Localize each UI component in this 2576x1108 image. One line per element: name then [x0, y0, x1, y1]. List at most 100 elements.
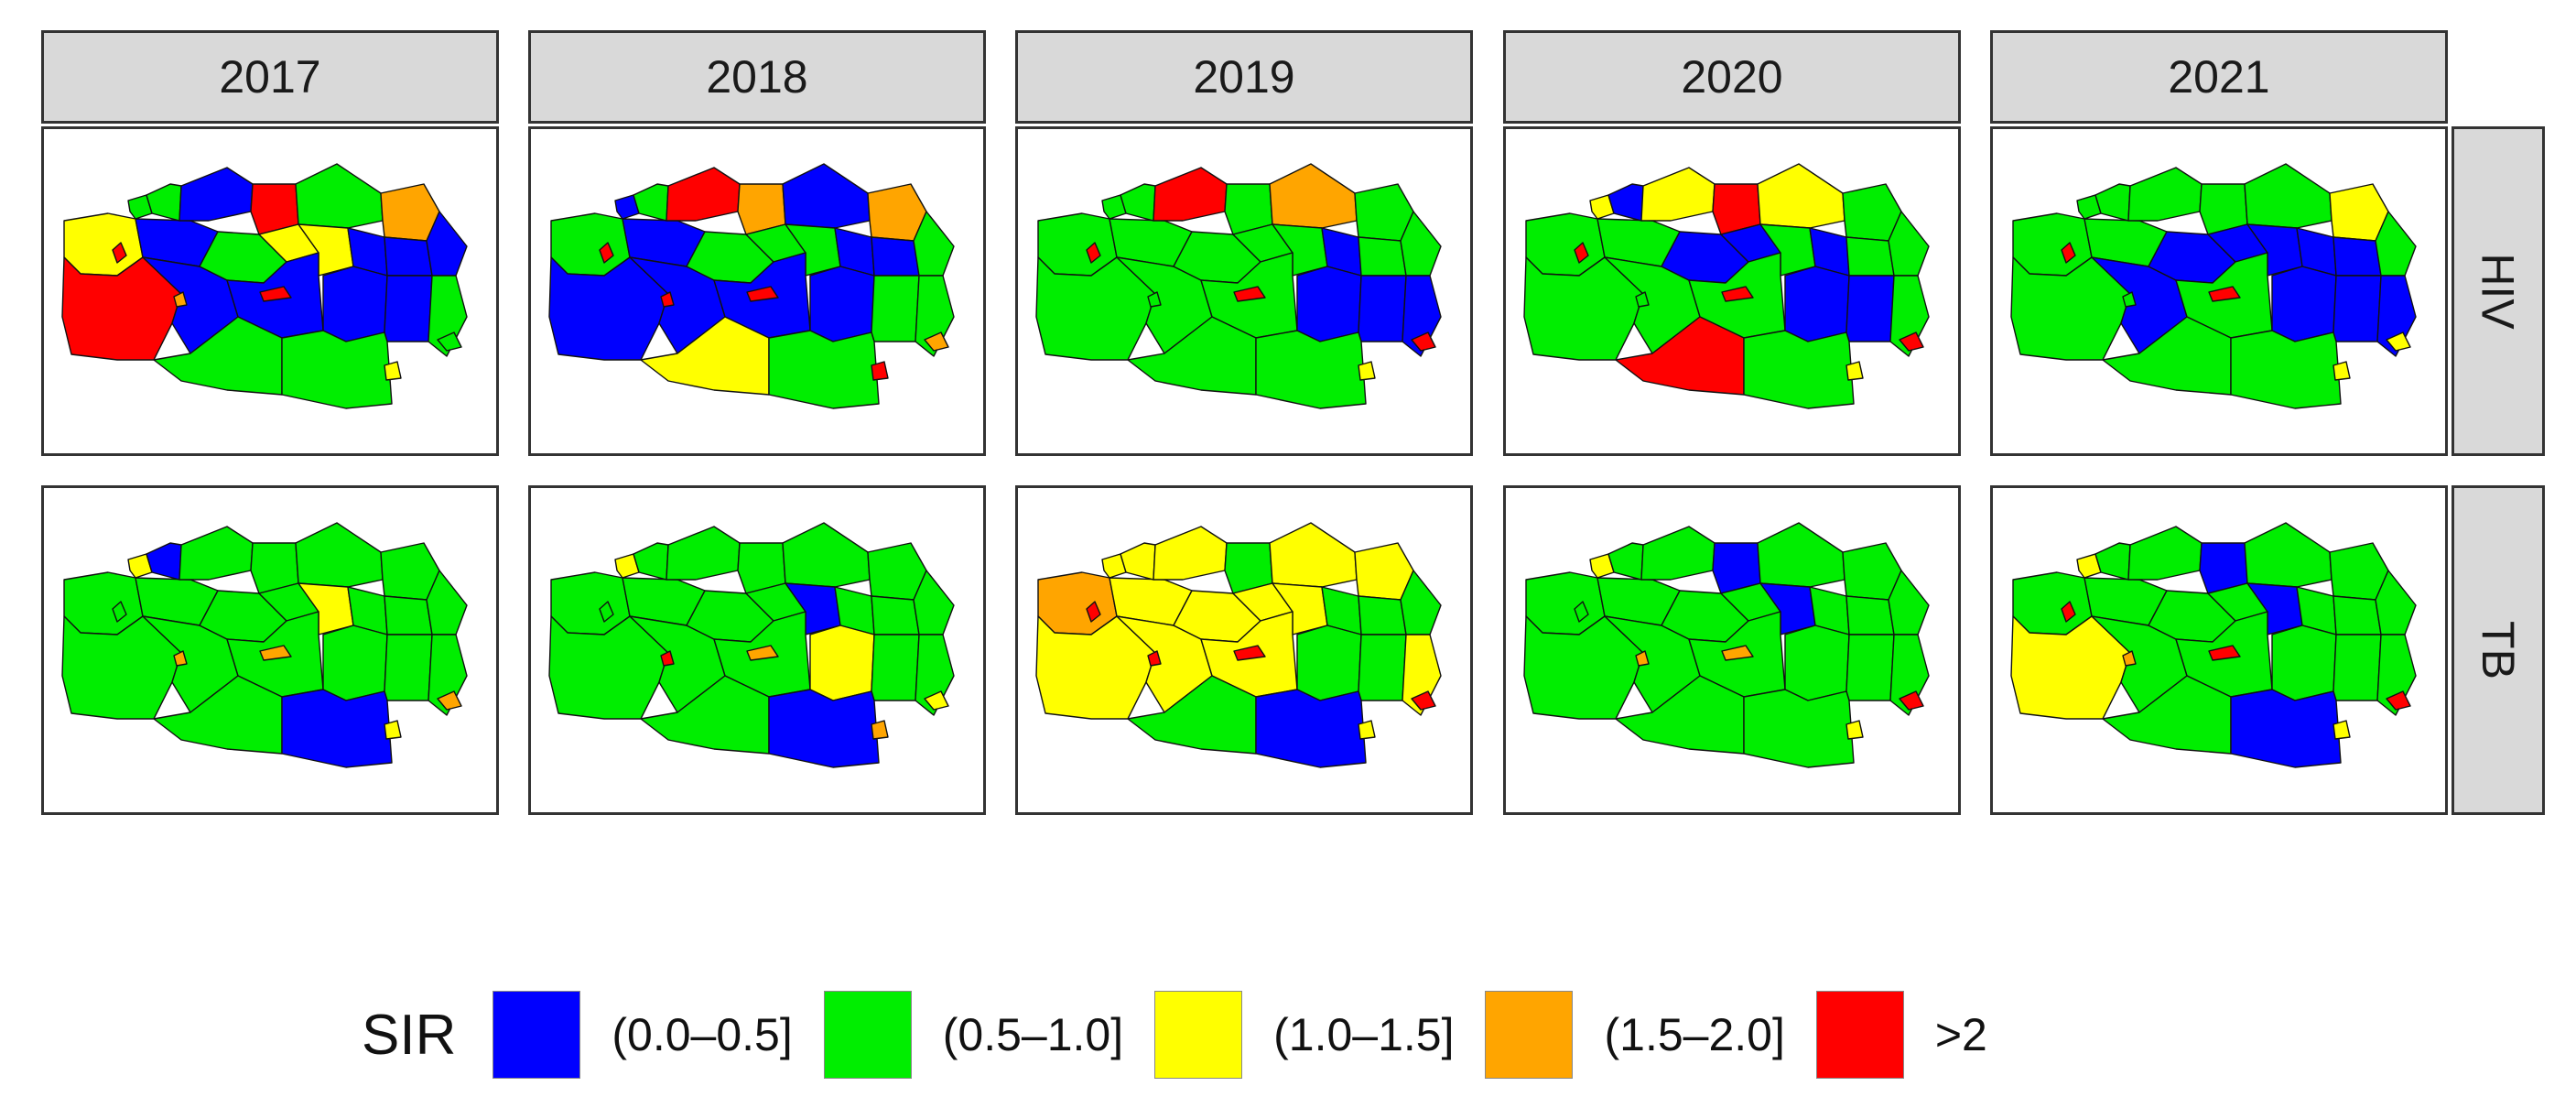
region-4: [633, 183, 669, 222]
region-4: [633, 542, 669, 581]
region-4: [2094, 183, 2131, 222]
region-25: [173, 291, 188, 308]
map-svg: [1523, 522, 1930, 768]
region-19: [1845, 634, 1895, 701]
facet-strip-2021: 2021: [1990, 30, 2448, 124]
region-24: [2208, 286, 2241, 302]
region-19: [2332, 275, 2382, 342]
region-24: [2208, 645, 2241, 661]
region-22: [281, 689, 393, 768]
region-26: [1358, 361, 1376, 381]
region-18: [809, 266, 875, 342]
region-19: [384, 275, 433, 342]
facet-strip-tb: TB: [2452, 485, 2545, 815]
region-25: [660, 650, 675, 667]
map-panel-tb-2020: [1503, 485, 1961, 815]
region-22: [1255, 330, 1367, 409]
map-panel-tb-2018: [528, 485, 986, 815]
region-24: [746, 286, 779, 302]
facet-strip-2019: 2019: [1015, 30, 1473, 124]
legend-item: >2: [1815, 991, 1987, 1079]
region-5: [1640, 167, 1716, 222]
map-panel-tb-2019: [1015, 485, 1473, 815]
region-18: [2271, 266, 2337, 342]
region-15: [2332, 595, 2382, 635]
region-15: [384, 595, 433, 635]
region-24: [1233, 645, 1266, 661]
region-23: [1574, 242, 1589, 264]
region-18: [322, 625, 388, 701]
region-27: [2386, 331, 2411, 352]
region-15: [384, 236, 433, 277]
legend-swatch: [823, 991, 912, 1079]
region-5: [179, 526, 254, 581]
region-18: [2271, 625, 2337, 701]
region-15: [2332, 236, 2382, 277]
map-svg: [548, 522, 955, 768]
region-27: [924, 331, 949, 352]
region-4: [1120, 183, 1156, 222]
region-23: [599, 242, 614, 264]
region-19: [871, 634, 920, 701]
region-7: [782, 522, 871, 588]
region-18: [1296, 625, 1362, 701]
region-19: [1358, 634, 1407, 701]
region-15: [1358, 236, 1407, 277]
region-4: [1120, 542, 1156, 581]
region-24: [1721, 286, 1754, 302]
legend: SIR (0.0–0.5] (0.5–1.0] (1.0–1.5] (1.5–2.0] >…: [362, 989, 2019, 1081]
region-26: [871, 720, 889, 740]
region-25: [660, 291, 675, 308]
region-16: [913, 211, 955, 277]
region-25: [2122, 650, 2137, 667]
region-13: [1272, 582, 1328, 635]
region-27: [2386, 690, 2411, 711]
map-svg: [2010, 522, 2417, 768]
region-25: [1147, 650, 1162, 667]
region-16: [1400, 211, 1442, 277]
region-5: [2127, 526, 2203, 581]
region-5: [666, 526, 741, 581]
region-13: [785, 223, 841, 277]
region-22: [2230, 689, 2342, 768]
region-27: [437, 331, 462, 352]
region-4: [146, 542, 182, 581]
region-2: [2076, 553, 2102, 579]
region-16: [426, 570, 468, 635]
legend-label: (1.0–1.5]: [1273, 1009, 1455, 1060]
region-25: [1147, 291, 1162, 308]
region-27: [1899, 690, 1924, 711]
region-24: [1721, 645, 1754, 661]
region-15: [1358, 595, 1407, 635]
region-23: [599, 601, 614, 623]
facet-strip-hiv: HIV: [2452, 126, 2545, 456]
legend-swatch: [492, 991, 581, 1079]
legend-item: (1.5–2.0]: [1485, 991, 1785, 1079]
region-5: [179, 167, 254, 222]
region-4: [1607, 542, 1644, 581]
map-svg: [61, 522, 468, 768]
region-25: [2122, 291, 2137, 308]
region-13: [785, 582, 841, 635]
region-23: [2061, 242, 2076, 264]
region-26: [1845, 361, 1864, 381]
legend-title: SIR: [362, 1003, 457, 1067]
map-svg: [1523, 163, 1930, 409]
region-2: [1589, 553, 1615, 579]
region-13: [2246, 223, 2303, 277]
region-25: [173, 650, 188, 667]
region-18: [1784, 266, 1850, 342]
facet-strip-2017: 2017: [41, 30, 499, 124]
map-panel-tb-2021: [1990, 485, 2448, 815]
map-panel-hiv-2021: [1990, 126, 2448, 456]
region-22: [1255, 689, 1367, 768]
region-16: [2375, 211, 2417, 277]
map-panel-tb-2017: [41, 485, 499, 815]
region-22: [1743, 330, 1855, 409]
region-7: [295, 522, 384, 588]
region-16: [2375, 570, 2417, 635]
region-26: [871, 361, 889, 381]
region-2: [1101, 553, 1127, 579]
region-26: [384, 361, 402, 381]
legend-swatch: [1815, 991, 1904, 1079]
